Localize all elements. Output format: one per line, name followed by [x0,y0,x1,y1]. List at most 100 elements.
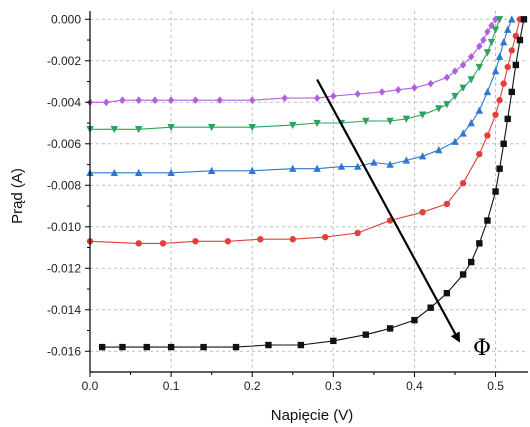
data-point [378,88,386,96]
series-line [90,19,501,130]
data-point [110,126,119,134]
data-point [411,316,418,324]
data-point [119,96,126,105]
x-tick-label: 0.4 [406,379,423,393]
data-point [370,158,378,166]
data-point [362,331,369,338]
data-point [281,94,288,102]
data-point [467,119,475,127]
y-axis-title: Prąd (A) [9,168,26,224]
data-series [86,16,504,134]
data-point [98,343,106,351]
data-point [103,98,110,107]
data-point [402,156,411,164]
data-point [487,38,496,47]
data-point [313,94,321,102]
data-point [443,200,451,208]
data-point [427,304,434,311]
x-tick-label: 0.0 [82,379,99,393]
data-point [451,137,459,145]
data-point [216,96,223,105]
data-point [484,27,491,36]
data-point [192,96,199,105]
data-point [508,88,515,96]
data-series [86,15,499,107]
axes: 0.0 0.1 0.2 0.3 0.4 0.5 0.000 -0.002 -0.004 -0.00… [47,11,528,393]
data-point [395,86,402,94]
data-point [289,164,297,172]
data-point [232,343,240,351]
x-axis-title: Napięcie (V) [271,407,354,424]
data-point [402,115,411,123]
data-point [248,123,256,132]
y-tick-label: -0.014 [47,303,81,317]
y-tick-label: 0.000 [51,12,81,26]
data-point [134,168,143,177]
data-point [468,258,475,266]
x-tick-label: 0.5 [487,379,504,393]
series-group [86,15,528,351]
y-tick-label: -0.012 [47,261,81,275]
data-point [492,188,499,195]
y-tick-label: -0.004 [47,95,81,109]
data-point [207,123,216,132]
data-point [418,111,427,119]
data-point [484,217,491,224]
data-point [143,343,150,351]
data-point [167,123,175,132]
data-point [500,140,507,147]
data-point [520,16,528,23]
data-point [322,233,329,241]
data-point [508,15,516,23]
data-point [353,162,362,170]
data-point [386,117,394,125]
data-point [504,25,512,33]
data-point [297,341,305,349]
series-line [89,19,521,244]
data-point [135,240,142,247]
data-point [207,166,216,174]
data-point [467,76,475,84]
data-point [483,49,492,57]
data-point [119,343,126,351]
data-point [248,166,256,174]
data-point [459,271,467,278]
data-point [443,101,451,109]
series-line [102,19,525,348]
data-point [135,96,142,105]
x-tick-label: 0.1 [163,379,180,393]
data-point [167,168,175,177]
y-tick-label: -0.006 [47,137,81,151]
data-point [480,36,487,44]
data-point [495,16,504,24]
data-point [110,168,119,177]
data-point [451,67,459,75]
data-point [512,61,520,69]
data-point [435,146,443,154]
data-point [443,73,451,82]
data-point [151,96,159,105]
data-point [411,83,418,92]
data-point [224,238,232,245]
data-point [500,80,507,87]
data-point [249,96,256,105]
phi-annotation-label: Φ [473,336,491,361]
data-point [192,238,199,245]
data-point [476,150,483,158]
x-tick-label: 0.2 [244,379,261,393]
data-point [459,180,467,187]
y-tick-label: -0.002 [47,54,81,68]
y-tick-label: -0.010 [47,220,81,234]
data-point [459,84,467,92]
data-point [435,105,443,113]
data-point [492,111,499,118]
data-point [491,67,500,75]
data-point [265,341,272,349]
data-point [159,240,167,247]
data-point [330,337,337,345]
data-point [330,92,337,100]
data-point [386,160,394,168]
data-point [289,121,297,130]
data-point [504,63,511,71]
